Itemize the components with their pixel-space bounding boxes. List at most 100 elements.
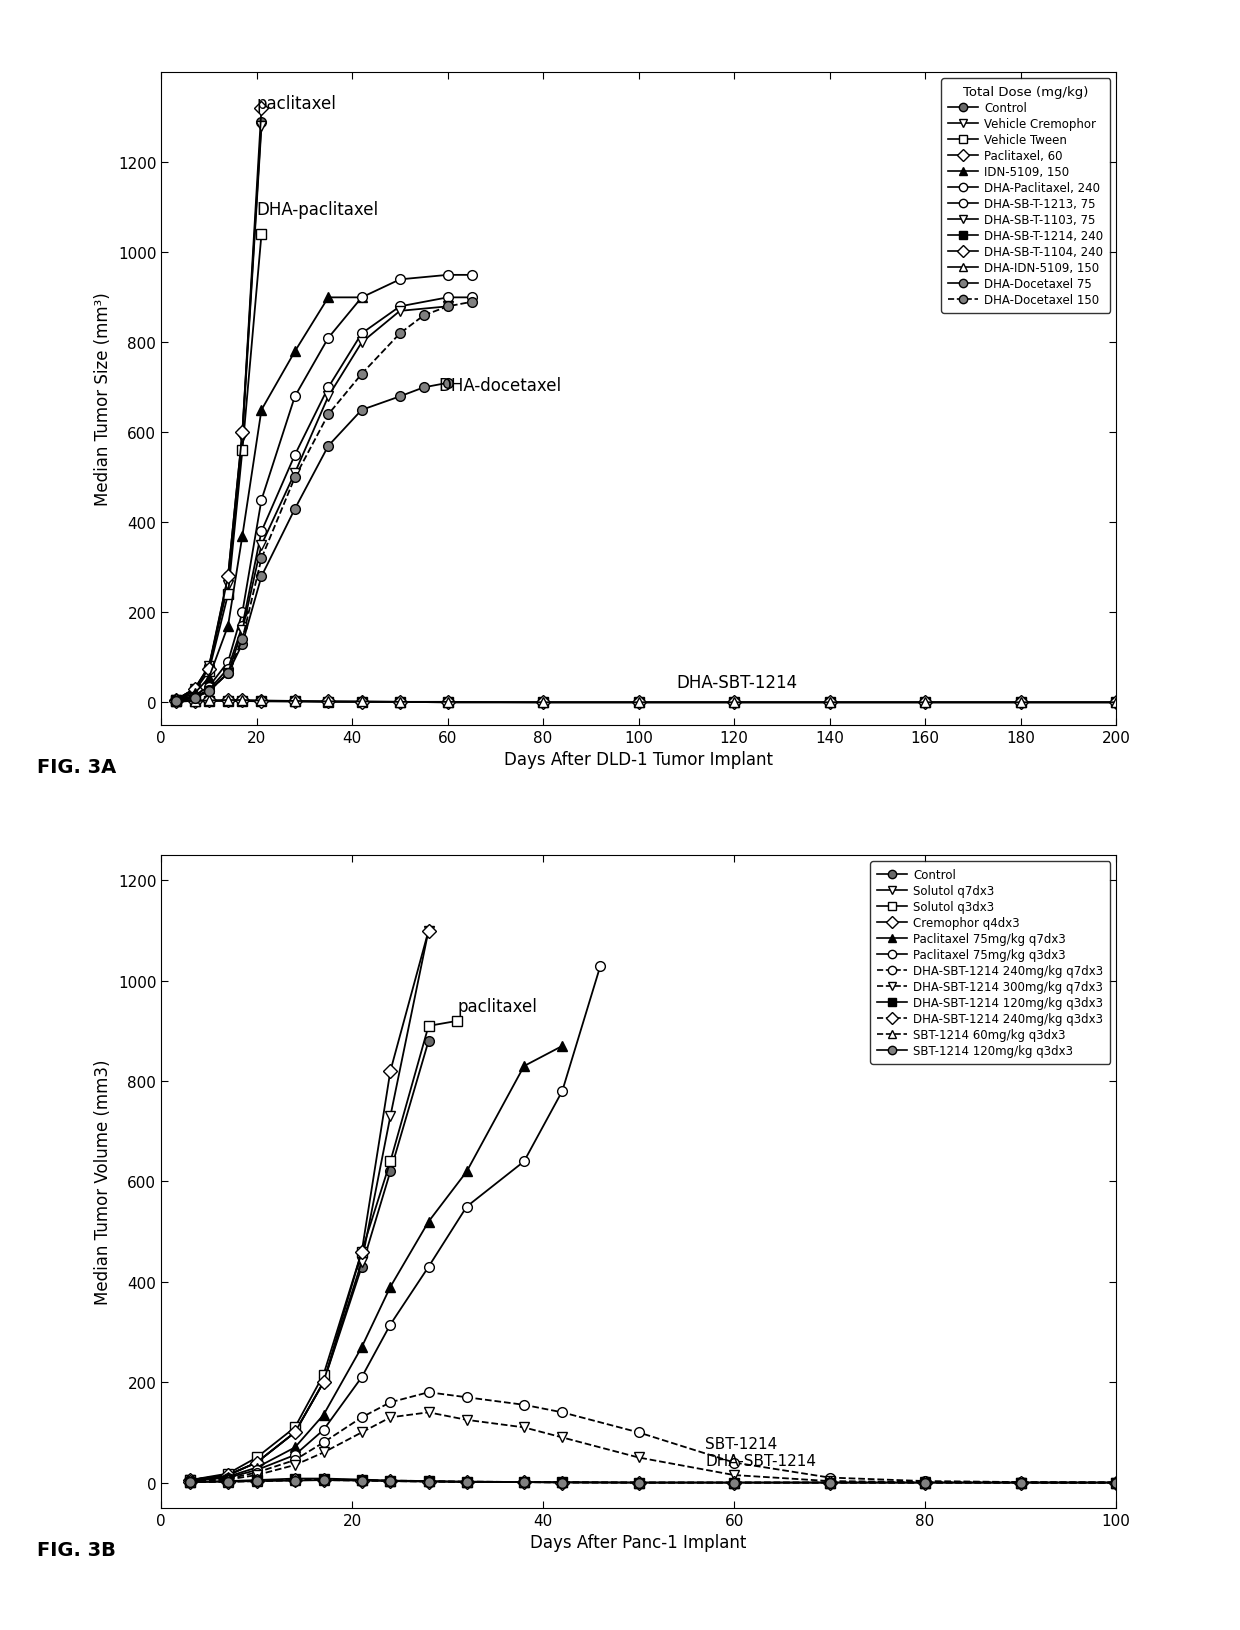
- DHA-Docetaxel 150: [254, 549, 269, 569]
- DHA-Paclitaxel, 240: [440, 266, 455, 285]
- Paclitaxel 75mg/kg q3dx3: [422, 1257, 436, 1276]
- Text: DHA-docetaxel: DHA-docetaxel: [438, 377, 562, 394]
- DHA-SBT-1214 240mg/kg q7dx3: [316, 1433, 331, 1452]
- Cremophor q4dx3: [249, 1452, 264, 1472]
- DHA-SB-T-1104, 240: [201, 691, 217, 711]
- Cremophor q4dx3: [221, 1465, 236, 1485]
- DHA-SB-T-1213, 75: [254, 522, 269, 541]
- Paclitaxel 75mg/kg q3dx3: [593, 957, 608, 976]
- SBT-1214 120mg/kg q3dx3: [383, 1472, 398, 1491]
- Paclitaxel 75mg/kg q3dx3: [459, 1196, 474, 1216]
- SBT-1214 60mg/kg q3dx3: [355, 1470, 370, 1490]
- Paclitaxel, 60: [169, 691, 184, 711]
- Control: [201, 657, 217, 676]
- Paclitaxel, 60: [234, 424, 249, 443]
- Solutol q7dx3: [288, 1423, 303, 1443]
- DHA-SB-T-1214, 240: [536, 693, 551, 712]
- DHA-SB-T-1104, 240: [1109, 693, 1123, 712]
- DHA-SBT-1214 120mg/kg q3dx3: [249, 1470, 264, 1490]
- DHA-SB-T-1104, 240: [536, 693, 551, 712]
- Paclitaxel, 60: [254, 99, 269, 119]
- DHA-Docetaxel 150: [288, 468, 303, 487]
- Paclitaxel 75mg/kg q7dx3: [355, 1338, 370, 1358]
- DHA-SB-T-1214, 240: [631, 693, 646, 712]
- DHA-Paclitaxel, 240: [187, 686, 202, 706]
- DHA-SBT-1214 300mg/kg q7dx3: [822, 1472, 837, 1491]
- DHA-Docetaxel 150: [187, 688, 202, 707]
- DHA-SB-T-1104, 240: [355, 693, 370, 712]
- Paclitaxel 75mg/kg q3dx3: [288, 1446, 303, 1465]
- Text: DHA-paclitaxel: DHA-paclitaxel: [257, 200, 378, 218]
- DHA-SB-T-1214, 240: [1013, 693, 1028, 712]
- DHA-SBT-1214 240mg/kg q3dx3: [288, 1470, 303, 1490]
- DHA-SBT-1214 300mg/kg q7dx3: [918, 1472, 932, 1491]
- DHA-Paclitaxel, 240: [321, 329, 336, 349]
- DHA-SBT-1214 300mg/kg q7dx3: [1013, 1474, 1028, 1493]
- Vehicle Cremophor: [187, 680, 202, 699]
- DHA-SBT-1214 240mg/kg q3dx3: [631, 1474, 646, 1493]
- DHA-SB-T-1103, 75: [392, 302, 407, 321]
- DHA-SBT-1214 240mg/kg q3dx3: [355, 1470, 370, 1490]
- DHA-Docetaxel 150: [221, 663, 236, 683]
- SBT-1214 120mg/kg q3dx3: [355, 1470, 370, 1490]
- DHA-SB-T-1104, 240: [221, 691, 236, 711]
- DHA-SB-T-1104, 240: [254, 691, 269, 711]
- Cremophor q4dx3: [422, 921, 436, 941]
- Vehicle Cremophor: [234, 427, 249, 447]
- Paclitaxel 75mg/kg q3dx3: [221, 1469, 236, 1488]
- DHA-SBT-1214 120mg/kg q3dx3: [221, 1472, 236, 1491]
- Line: DHA-SB-T-1104, 240: DHA-SB-T-1104, 240: [171, 696, 1121, 707]
- DHA-Docetaxel 75: [288, 500, 303, 520]
- DHA-SB-T-1103, 75: [254, 536, 269, 556]
- DHA-SB-T-1214, 240: [822, 693, 837, 712]
- DHA-IDN-5109, 150: [321, 693, 336, 712]
- Solutol q7dx3: [383, 1107, 398, 1126]
- Line: Control: Control: [185, 1037, 434, 1485]
- Line: SBT-1214 120mg/kg q3dx3: SBT-1214 120mg/kg q3dx3: [185, 1475, 1121, 1488]
- DHA-Paclitaxel, 240: [392, 271, 407, 290]
- Line: DHA-Paclitaxel, 240: DHA-Paclitaxel, 240: [171, 271, 476, 706]
- DHA-SBT-1214 240mg/kg q3dx3: [517, 1472, 532, 1491]
- DHA-SBT-1214 120mg/kg q3dx3: [631, 1474, 646, 1493]
- DHA-SBT-1214 240mg/kg q3dx3: [727, 1474, 742, 1493]
- Paclitaxel 75mg/kg q3dx3: [554, 1082, 569, 1102]
- DHA-SB-T-1104, 240: [1013, 693, 1028, 712]
- DHA-SBT-1214 300mg/kg q7dx3: [316, 1443, 331, 1462]
- DHA-IDN-5109, 150: [536, 693, 551, 712]
- DHA-SB-T-1214, 240: [918, 693, 932, 712]
- DHA-SBT-1214 240mg/kg q7dx3: [631, 1423, 646, 1443]
- Control: [187, 680, 202, 699]
- Vehicle Cremophor: [254, 117, 269, 137]
- SBT-1214 120mg/kg q3dx3: [459, 1472, 474, 1491]
- DHA-SB-T-1104, 240: [822, 693, 837, 712]
- Line: Vehicle Tween: Vehicle Tween: [171, 230, 267, 706]
- SBT-1214 120mg/kg q3dx3: [316, 1470, 331, 1490]
- SBT-1214 120mg/kg q3dx3: [182, 1472, 197, 1491]
- DHA-IDN-5109, 150: [254, 691, 269, 711]
- SBT-1214 120mg/kg q3dx3: [918, 1474, 932, 1493]
- Control: [182, 1470, 197, 1490]
- IDN-5109, 150: [169, 691, 184, 711]
- DHA-SBT-1214 240mg/kg q7dx3: [554, 1403, 569, 1423]
- IDN-5109, 150: [201, 668, 217, 688]
- Legend: Control, Vehicle Cremophor, Vehicle Tween, Paclitaxel, 60, IDN-5109, 150, DHA-Pa: Control, Vehicle Cremophor, Vehicle Twee…: [941, 80, 1110, 313]
- SBT-1214 120mg/kg q3dx3: [517, 1472, 532, 1491]
- DHA-Paclitaxel, 240: [234, 603, 249, 623]
- DHA-SBT-1214 300mg/kg q7dx3: [355, 1423, 370, 1443]
- Paclitaxel 75mg/kg q3dx3: [316, 1420, 331, 1439]
- X-axis label: Days After Panc-1 Implant: Days After Panc-1 Implant: [531, 1534, 746, 1552]
- DHA-IDN-5109, 150: [201, 691, 217, 711]
- Vehicle Cremophor: [221, 575, 236, 595]
- Text: FIG. 3A: FIG. 3A: [37, 758, 117, 778]
- DHA-SB-T-1103, 75: [221, 663, 236, 683]
- DHA-SBT-1214 240mg/kg q3dx3: [383, 1472, 398, 1491]
- DHA-SBT-1214 120mg/kg q3dx3: [422, 1472, 436, 1491]
- DHA-SBT-1214 300mg/kg q7dx3: [182, 1472, 197, 1491]
- DHA-SB-T-1104, 240: [321, 693, 336, 712]
- DHA-SBT-1214 120mg/kg q3dx3: [316, 1469, 331, 1488]
- DHA-Docetaxel 75: [355, 401, 370, 421]
- DHA-Docetaxel 150: [169, 691, 184, 711]
- Line: DHA-SB-T-1103, 75: DHA-SB-T-1103, 75: [171, 302, 453, 706]
- IDN-5109, 150: [355, 289, 370, 308]
- Paclitaxel 75mg/kg q7dx3: [288, 1438, 303, 1457]
